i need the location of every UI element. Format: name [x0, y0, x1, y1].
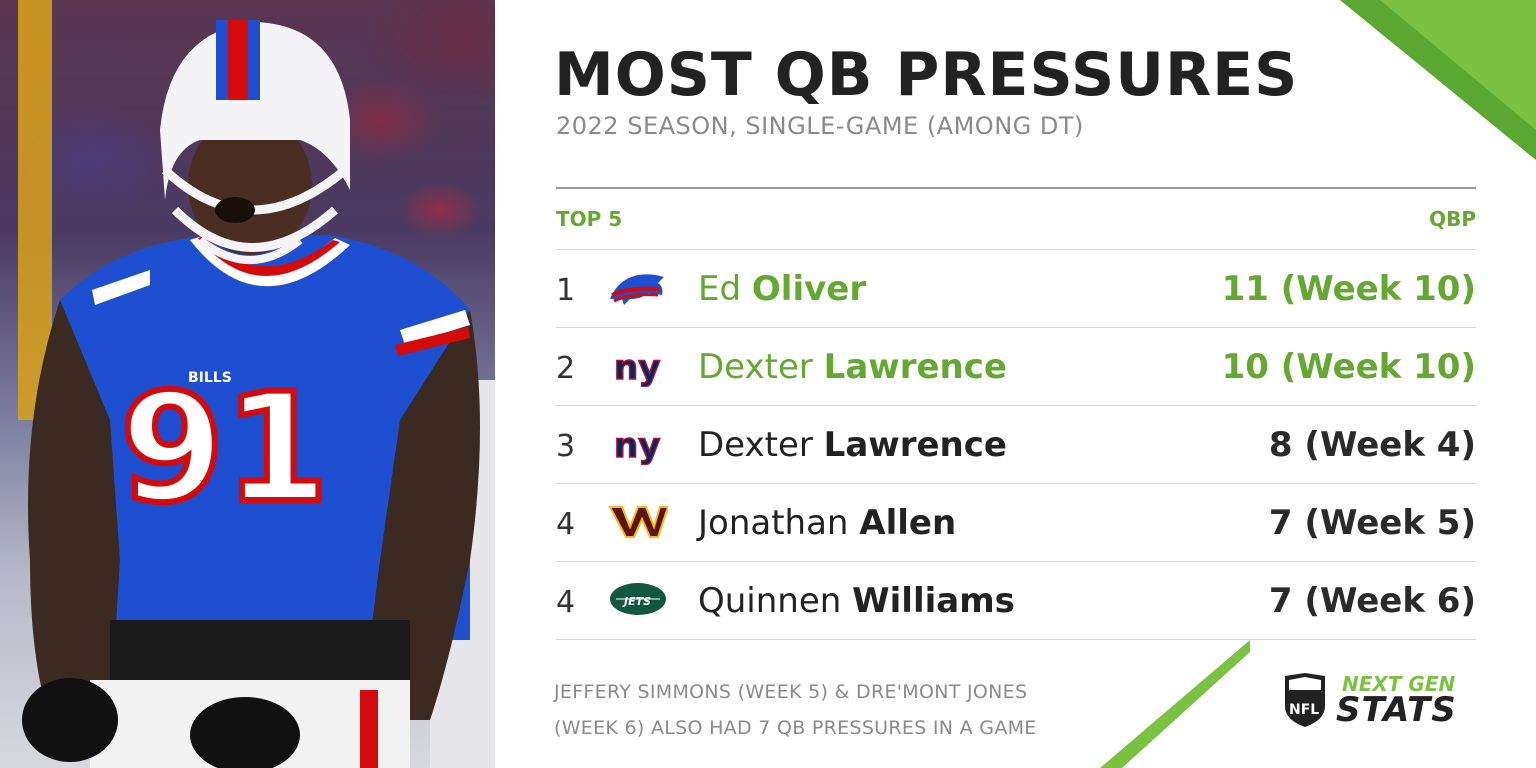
commanders-logo-icon	[608, 506, 668, 538]
svg-text:JETS: JETS	[622, 595, 651, 608]
svg-text:ny: ny	[614, 426, 660, 465]
player-first-name: Ed	[698, 269, 742, 309]
bills-logo-icon	[610, 274, 664, 305]
table-row: 1 Ed Oliver 11 (Week 10)	[556, 251, 1476, 329]
player-photo: 91 BILLS	[0, 0, 495, 768]
player-name: Dexter Lawrence	[698, 347, 1007, 387]
row-divider	[556, 639, 1476, 640]
footnote-line-1: JEFFERY SIMMONS (WEEK 5) & DRE'MONT JONE…	[554, 681, 1028, 703]
bottom-green-slash	[1100, 640, 1250, 768]
row-divider	[556, 327, 1476, 328]
qbp-value: 7 (Week 5)	[1268, 503, 1476, 543]
player-name: Jonathan Allen	[698, 503, 956, 543]
rank-number: 2	[556, 351, 576, 386]
player-first-name: Quinnen	[698, 581, 842, 621]
player-first-name: Dexter	[698, 347, 813, 387]
row-divider	[556, 249, 1476, 250]
page-title: MOST QB PRESSURES	[554, 40, 1299, 110]
table-row: 4 Jonathan Allen 7 (Week 5)	[556, 485, 1476, 563]
row-divider	[556, 561, 1476, 562]
svg-text:91: 91	[120, 362, 329, 536]
giants-logo-icon: ny	[613, 425, 661, 465]
footnote-line-2: (WEEK 6) ALSO HAD 7 QB PRESSURES IN A GA…	[554, 717, 1037, 739]
nfl-shield-icon: NFL	[1285, 673, 1325, 727]
player-first-name: Jonathan	[698, 503, 849, 543]
brand-next-gen: NEXT GEN	[1342, 672, 1456, 696]
player-last-name: Allen	[859, 503, 957, 543]
page-subtitle: 2022 SEASON, SINGLE-GAME (AMONG DT)	[556, 112, 1084, 140]
qbp-value: 8 (Week 4)	[1268, 425, 1476, 465]
table-row: 2 ny Dexter Lawrence 10 (Week 10)	[556, 329, 1476, 407]
player-name: Quinnen Williams	[698, 581, 1015, 621]
player-name: Dexter Lawrence	[698, 425, 1007, 465]
player-last-name: Oliver	[751, 269, 867, 309]
player-last-name: Lawrence	[823, 347, 1007, 387]
rank-number: 4	[556, 507, 576, 542]
table-row: 3 ny Dexter Lawrence 8 (Week 4)	[556, 407, 1476, 485]
rank-number: 3	[556, 429, 576, 464]
column-header-rank: TOP 5	[556, 207, 623, 231]
player-last-name: Williams	[852, 581, 1015, 621]
brand-stats: STATS	[1336, 690, 1457, 730]
rank-number: 4	[556, 585, 576, 620]
player-name: Ed Oliver	[698, 269, 866, 309]
svg-text:NFL: NFL	[1289, 702, 1319, 718]
rank-number: 1	[556, 273, 576, 308]
svg-text:BILLS: BILLS	[188, 370, 232, 386]
table-row: 4 JETS Quinnen Williams 7 (Week 6)	[556, 563, 1476, 641]
qbp-value: 11 (Week 10)	[1221, 269, 1476, 309]
footnote: JEFFERY SIMMONS (WEEK 5) & DRE'MONT JONE…	[554, 674, 1114, 746]
header-divider	[556, 187, 1476, 189]
top-right-green-slash	[1340, 0, 1536, 160]
row-divider	[556, 483, 1476, 484]
svg-text:ny: ny	[614, 348, 660, 387]
qbp-value: 10 (Week 10)	[1221, 347, 1476, 387]
player-last-name: Lawrence	[823, 425, 1007, 465]
next-gen-stats-logo: NFL NEXT GEN STATS	[1282, 672, 1482, 732]
jets-logo-icon: JETS	[610, 583, 666, 615]
player-first-name: Dexter	[698, 425, 813, 465]
qbp-value: 7 (Week 6)	[1268, 581, 1476, 621]
giants-logo-icon: ny	[613, 347, 661, 387]
column-header-qbp: QBP	[1429, 207, 1476, 231]
row-divider	[556, 405, 1476, 406]
